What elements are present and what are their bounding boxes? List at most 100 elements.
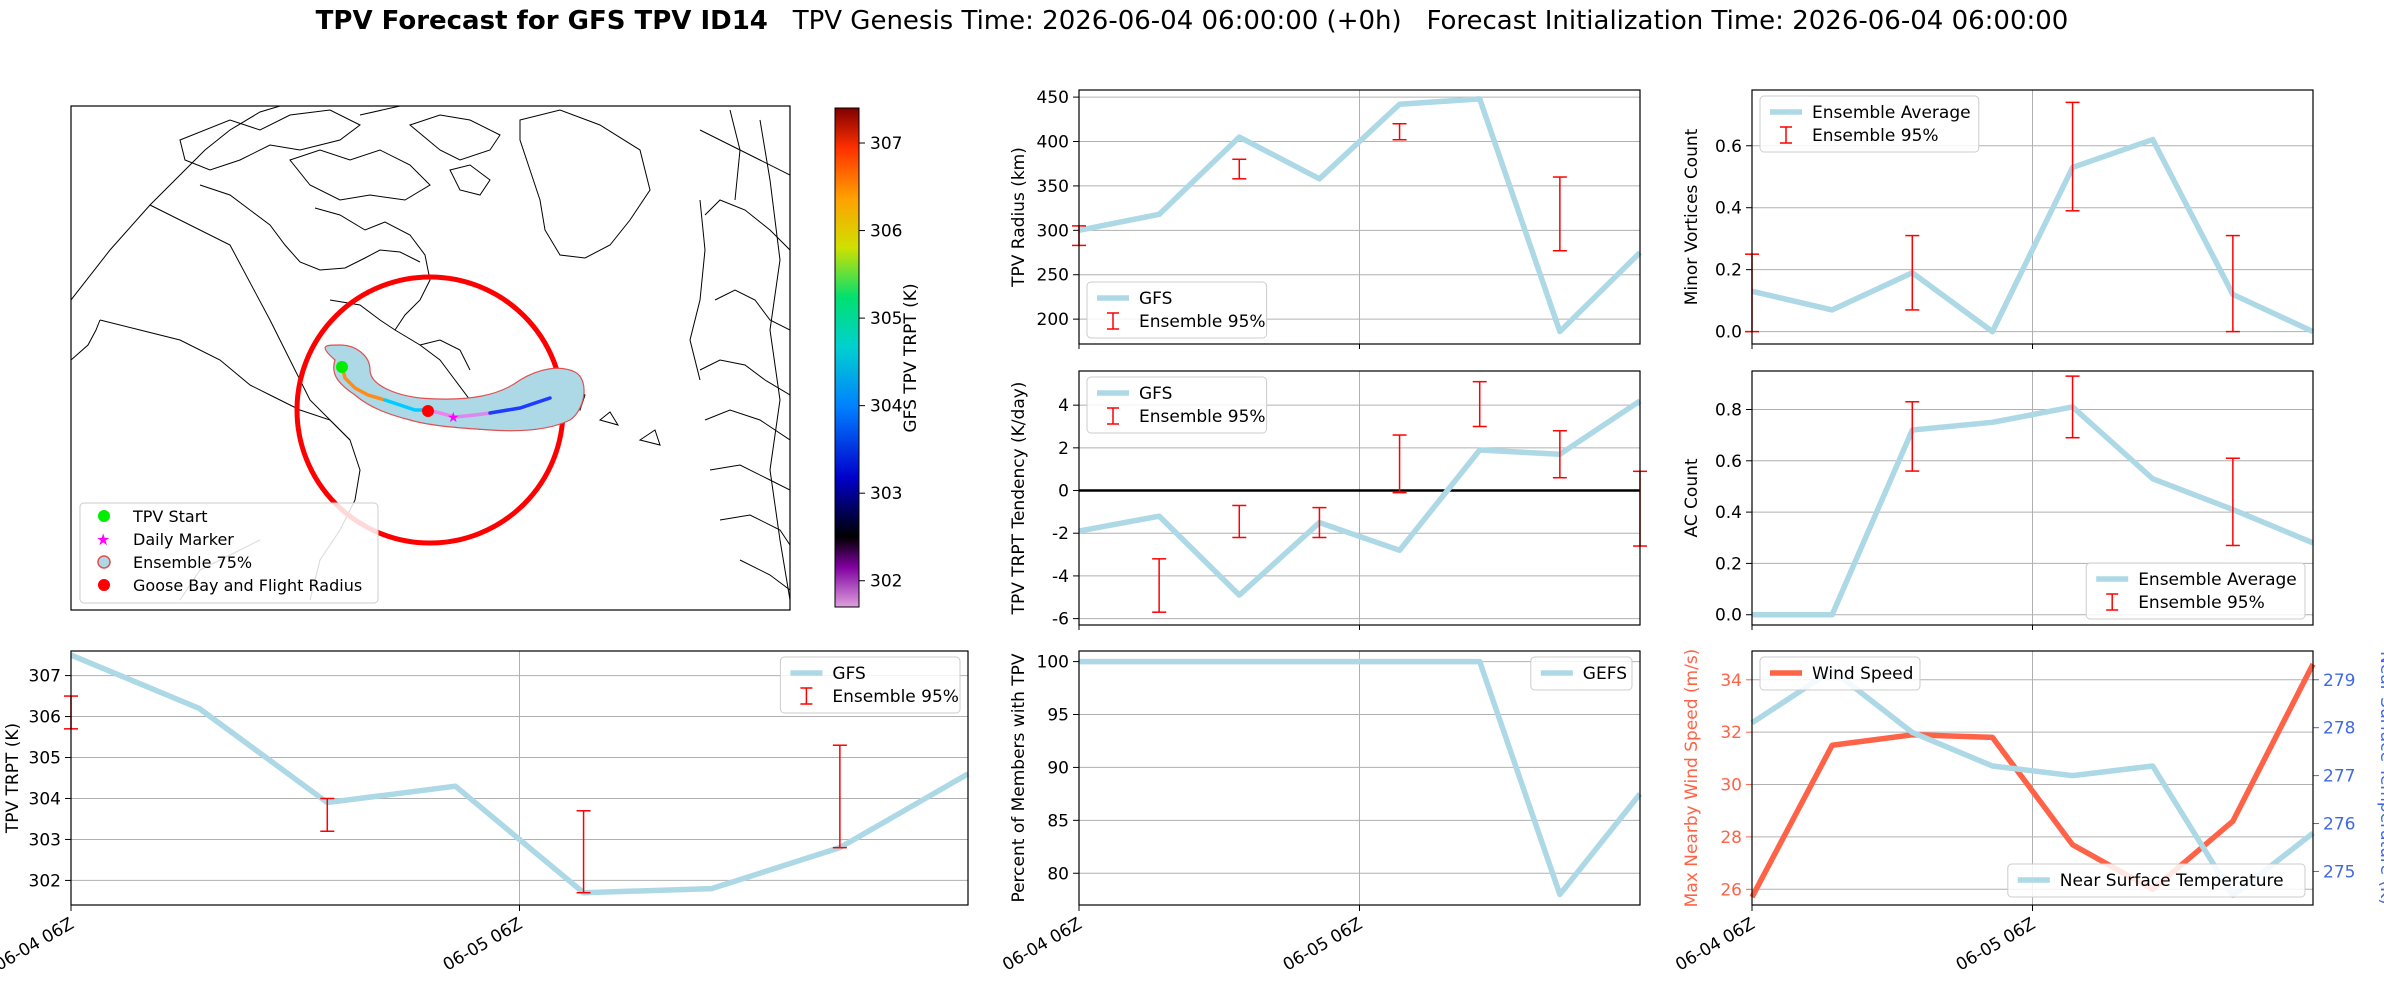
chart-percent-members: 80 85 90 95 100 Percent of Members with TPV 06…: [999, 650, 1643, 975]
x-tick-label: 06-05 06Z: [440, 914, 526, 975]
colorbar-ticks: 307 306 305 304 303 302: [859, 134, 902, 592]
legend-label: Ensemble 95%: [832, 687, 959, 707]
colorbar-tick-label: 304: [870, 397, 902, 417]
tpv-start-marker: [336, 361, 348, 373]
error-bar: [1232, 158, 1247, 180]
y-tick-label: 400: [1037, 133, 1069, 153]
legend-box: [2085, 562, 2306, 620]
error-bar: [1152, 558, 1167, 613]
series-line-gfs: [1078, 96, 1642, 335]
y-tick-label: 305: [29, 749, 61, 769]
y-tick-label: 26: [1720, 880, 1742, 900]
x-tick-label: 06-04 06Z: [999, 914, 1085, 975]
colorbar-tick-label: 303: [870, 484, 902, 504]
y-tick-label: 90: [1047, 758, 1069, 778]
y-tick-label: 306: [29, 708, 61, 728]
legend-label: Ensemble 95%: [2138, 593, 2265, 613]
x-tick-label: 06-05 06Z: [1280, 914, 1366, 975]
legend-box: [779, 656, 961, 714]
legend: GFS Ensemble 95%: [1086, 376, 1268, 434]
y-tick-label: -6: [1052, 610, 1069, 630]
legend-daily-marker: Daily Marker: [133, 530, 234, 549]
error-bar: [576, 810, 591, 894]
error-bar: [2065, 375, 2080, 439]
y-axis-label: TPV Radius (km): [1009, 147, 1029, 288]
series-line-gefs: [1079, 658, 1643, 898]
y-axis-label: AC Count: [1682, 458, 1702, 537]
y-tick-label: 0.2: [1715, 554, 1742, 574]
error-bar: [832, 744, 847, 849]
ensemble-patch-icon: [97, 555, 111, 569]
series-line-gfs: [69, 652, 970, 896]
y-tick-label: 2: [1058, 439, 1069, 459]
legend-box: [1759, 656, 1921, 691]
y-axis-label: Percent of Members with TPV: [1009, 653, 1029, 902]
y-axis-label: Max Nearby Wind Speed (m/s): [1682, 649, 1702, 908]
y-tick-label: 304: [29, 789, 61, 809]
title-tpv-id: TPV Forecast for GFS TPV ID14: [315, 6, 768, 36]
legend-label: GFS: [1139, 289, 1172, 309]
title-init-time: Forecast Initialization Time: 2026-06-04…: [1426, 6, 2069, 36]
error-bar: [1905, 234, 1920, 311]
y-tick-label: 85: [1047, 811, 1069, 831]
y-tick-label: 0.0: [1715, 323, 1742, 343]
error-bar: [2225, 234, 2240, 333]
legend: GEFS: [1530, 656, 1633, 691]
chart-trpt: 302 303 304 305 306 307 TPV TRPT (K) 06-04 06Z 0…: [0, 650, 970, 975]
colorbar: [834, 107, 860, 608]
y-tick-label: 32: [1720, 723, 1742, 743]
y-tick-label: 250: [1037, 266, 1069, 286]
x-tick-label: 06-04 06Z: [0, 914, 78, 975]
legend-box: [2007, 863, 2306, 898]
map-legend: TPV Start ★ Daily Marker Ensemble 75% Go…: [79, 502, 379, 604]
error-bar: [1905, 401, 1920, 472]
legend-box: [1759, 95, 1980, 153]
y-tick-label: 307: [29, 667, 61, 687]
legend-ensemble-75: Ensemble 75%: [133, 553, 252, 572]
series-line-wind-speed: [1749, 662, 2316, 899]
y-right-tick-label: 275: [2323, 862, 2355, 882]
legend: Ensemble Average Ensemble 95%: [2085, 562, 2306, 620]
colorbar-tick-label: 302: [870, 572, 902, 592]
error-bar: [320, 797, 335, 833]
y-right-tick-label: 276: [2323, 815, 2355, 835]
legend-label: Wind Speed: [1812, 664, 1913, 684]
legend-label: GEFS: [1583, 664, 1627, 684]
series-line-gfs: [1078, 398, 1642, 598]
y-tick-label: 0: [1058, 482, 1069, 502]
y-right-tick-label: 279: [2323, 671, 2355, 691]
y-tick-label: 303: [29, 830, 61, 850]
y-tick-label: 80: [1047, 864, 1069, 884]
chart-minor-vortices: 0.0 0.2 0.4 0.6 Minor Vortices Count Ensemble…: [1682, 89, 2315, 349]
magenta-star-icon: ★: [96, 530, 110, 549]
series-line-ensemble-average: [1752, 404, 2315, 618]
figure-title: TPV Forecast for GFS TPV ID14 TPV Genesi…: [0, 6, 2384, 36]
y-tick-label: 28: [1720, 828, 1742, 848]
colorbar-tick-label: 305: [870, 309, 902, 329]
y-tick-label: 34: [1720, 671, 1742, 691]
y-tick-label: 0.2: [1715, 261, 1742, 281]
y-axis-label: Minor Vortices Count: [1682, 128, 1702, 305]
legend-label: Ensemble 95%: [1139, 407, 1266, 427]
legend-label: Ensemble 95%: [1139, 312, 1266, 332]
map-panel: ★ TPV Start ★ Daily Marker Ensemble 75% …: [70, 105, 921, 611]
legend: Ensemble Average Ensemble 95%: [1759, 95, 1980, 153]
legend-label: Near Surface Temperature: [2060, 871, 2284, 891]
y-right-tick-label: 277: [2323, 767, 2355, 787]
y-tick-label: 0.4: [1715, 199, 1742, 219]
legend: Wind Speed Near Surface Temperature: [1759, 656, 2306, 898]
y-tick-label: -4: [1052, 567, 1069, 587]
y-tick-label: 0.6: [1715, 137, 1742, 157]
y-right-axis-label: Near Surface Temperature (K): [2376, 651, 2384, 905]
error-bar: [1552, 430, 1567, 479]
map-legend-box: [79, 502, 379, 604]
legend-label: GFS: [1139, 384, 1172, 404]
x-tick-label: 06-04 06Z: [1672, 914, 1758, 975]
y-tick-label: 100: [1037, 653, 1069, 673]
series-line-ensemble-average: [1751, 136, 2315, 335]
error-bar: [1392, 434, 1407, 494]
legend-label: Ensemble 95%: [1812, 126, 1939, 146]
